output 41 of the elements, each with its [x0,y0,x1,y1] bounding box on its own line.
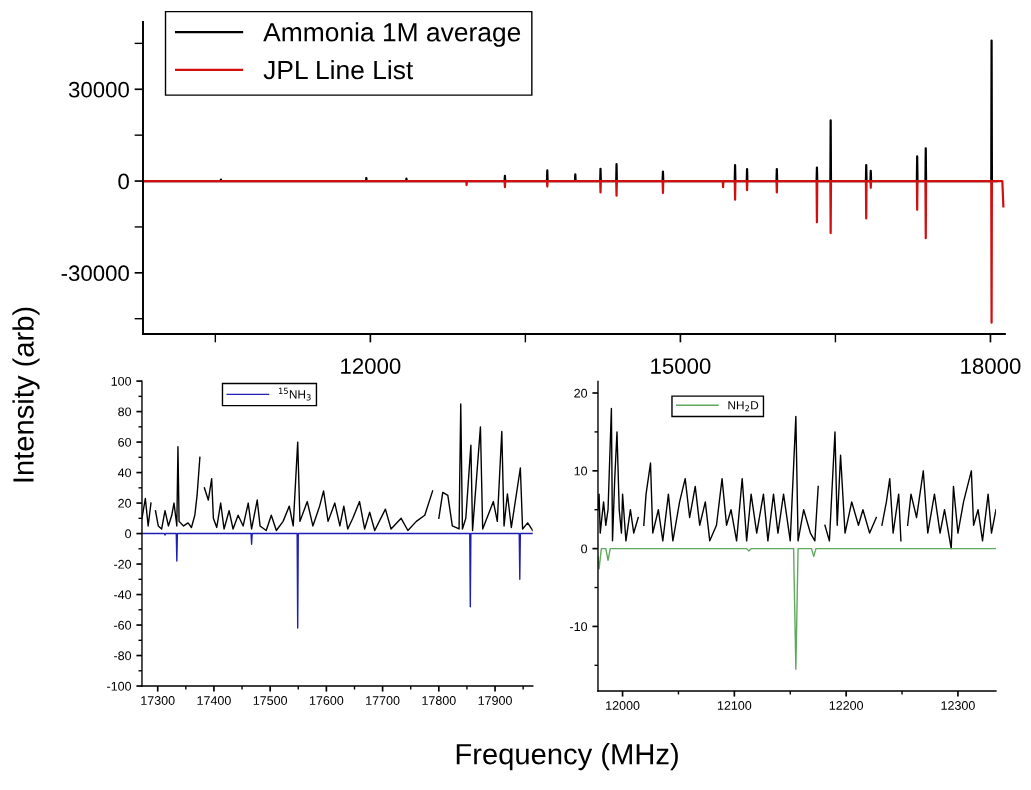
x-axis-title: Frequency (MHz) [456,743,678,771]
x-tick-label: 17500 [253,696,288,705]
y-tick-label: 30000 [68,81,129,98]
x-tick-label: 17300 [141,696,175,705]
x-tick-label: 12000 [341,358,401,374]
y-tick-label: -80 [114,651,132,661]
line-series [597,547,996,670]
legend-label: NH$_{2}$D [728,401,759,412]
x-tick-label: 17600 [309,696,344,705]
x-tick-label: 12100 [717,701,752,710]
x-tick-label: 12000 [606,701,640,710]
x-tick-label: 15000 [651,358,711,374]
y-axis-title: Intensity (arb) [12,307,40,482]
legend-label: $^{15}$NH$_{3}$ [278,387,311,401]
y-tick-label: -10 [570,622,588,632]
y-tick-label: -30000 [61,265,129,282]
y-tick-label: 60 [118,437,132,447]
y-tick-label: 10 [574,466,588,476]
y-tick-label: 100 [111,376,132,386]
y-tick-label: -20 [114,559,132,569]
y-tick-label: -60 [114,620,132,630]
x-tick-label: 12300 [941,701,975,710]
x-tick-label: 18000 [961,358,1021,374]
y-tick-label: -40 [114,590,132,600]
x-tick-label: 17900 [478,696,512,705]
x-tick-label: 17400 [197,696,231,705]
y-tick-label: 0 [581,544,588,554]
legend-label: JPL Line List [263,59,414,80]
line-series [141,532,533,629]
y-tick-label: 20 [574,388,588,398]
y-tick-label: 80 [118,407,132,417]
y-tick-label: 40 [117,468,132,478]
line-series [143,179,1005,324]
y-tick-label: -100 [107,681,132,691]
y-tick-label: 0 [125,529,132,539]
legend-label: Ammonia 1M average [263,22,521,47]
y-tick-label: 0 [118,173,129,190]
x-tick-label: 17800 [422,696,456,705]
y-tick-label: 20 [118,498,132,508]
x-tick-label: 12200 [829,701,864,710]
x-tick-label: 17700 [366,696,400,705]
